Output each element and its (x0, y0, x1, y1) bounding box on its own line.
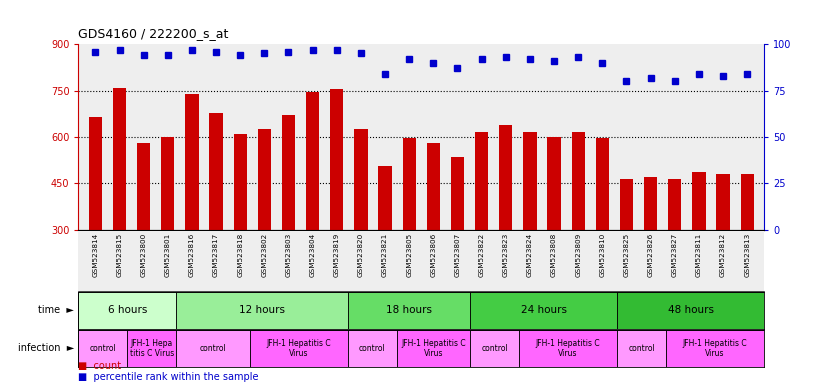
Text: GSM523819: GSM523819 (334, 232, 339, 276)
Text: ■  percentile rank within the sample: ■ percentile rank within the sample (78, 372, 259, 382)
Bar (620, 179, 633, 323)
Text: GDS4160 / 222200_s_at: GDS4160 / 222200_s_at (78, 27, 229, 40)
Text: GSM523824: GSM523824 (527, 232, 533, 276)
Text: GSM523801: GSM523801 (165, 232, 171, 276)
Bar (354, 129, 368, 323)
Text: GSM523820: GSM523820 (358, 232, 364, 276)
Text: GSM523806: GSM523806 (430, 232, 436, 276)
Text: GSM523812: GSM523812 (720, 232, 726, 276)
Text: time  ►: time ► (39, 305, 74, 316)
Bar (668, 179, 681, 323)
Bar (258, 129, 271, 323)
Bar (572, 132, 585, 323)
Text: GSM523802: GSM523802 (261, 232, 268, 276)
Bar (402, 139, 415, 323)
Bar (470, 330, 520, 367)
Bar (666, 330, 764, 367)
Text: control: control (89, 344, 116, 353)
Bar (78, 292, 177, 329)
Text: control: control (482, 344, 508, 353)
Text: GSM523821: GSM523821 (382, 232, 388, 276)
Text: GSM523814: GSM523814 (93, 232, 98, 276)
Text: GSM523827: GSM523827 (672, 232, 677, 276)
Text: GSM523816: GSM523816 (189, 232, 195, 276)
Bar (741, 174, 754, 323)
Text: JFH-1 Hepatitis C
Virus: JFH-1 Hepatitis C Virus (683, 339, 748, 358)
Bar (234, 134, 247, 323)
Text: GSM523817: GSM523817 (213, 232, 219, 276)
Text: GSM523815: GSM523815 (116, 232, 122, 276)
Bar (499, 124, 512, 323)
Text: infection  ►: infection ► (18, 343, 74, 354)
Bar (113, 88, 126, 323)
Text: JFH-1 Hepa
titis C Virus: JFH-1 Hepa titis C Virus (130, 339, 174, 358)
Text: GSM523811: GSM523811 (695, 232, 702, 276)
Bar (617, 330, 666, 367)
Text: GSM523823: GSM523823 (503, 232, 509, 276)
Text: GSM523807: GSM523807 (454, 232, 460, 276)
Text: GSM523803: GSM523803 (286, 232, 292, 276)
Bar (348, 292, 470, 329)
Bar (330, 89, 344, 323)
Bar (396, 330, 470, 367)
Text: JFH-1 Hepatitis C
Virus: JFH-1 Hepatitis C Virus (401, 339, 466, 358)
Bar (378, 166, 392, 323)
Text: GSM523809: GSM523809 (575, 232, 582, 276)
Bar (161, 137, 174, 323)
Bar (596, 139, 609, 323)
Bar (716, 174, 729, 323)
Text: control: control (200, 344, 226, 353)
Text: 24 hours: 24 hours (520, 305, 567, 316)
Bar (137, 143, 150, 323)
Text: GSM523813: GSM523813 (744, 232, 750, 276)
Text: control: control (629, 344, 655, 353)
Text: control: control (359, 344, 386, 353)
Text: GSM523826: GSM523826 (648, 232, 653, 276)
Bar (427, 143, 440, 323)
Text: ■  count: ■ count (78, 361, 121, 371)
Bar (177, 330, 250, 367)
Bar (523, 132, 537, 323)
Text: GSM523804: GSM523804 (310, 232, 316, 276)
Text: 6 hours: 6 hours (107, 305, 147, 316)
Bar (520, 330, 617, 367)
Bar (692, 172, 705, 323)
Text: GSM523818: GSM523818 (237, 232, 243, 276)
Bar (644, 177, 657, 323)
Text: JFH-1 Hepatitis C
Virus: JFH-1 Hepatitis C Virus (536, 339, 601, 358)
Bar (185, 94, 198, 323)
Text: GSM523800: GSM523800 (140, 232, 147, 276)
Bar (88, 117, 102, 323)
Text: 48 hours: 48 hours (667, 305, 714, 316)
Text: JFH-1 Hepatitis C
Virus: JFH-1 Hepatitis C Virus (267, 339, 331, 358)
Text: GSM523825: GSM523825 (624, 232, 629, 276)
Bar (78, 330, 127, 367)
Text: 12 hours: 12 hours (239, 305, 285, 316)
Bar (249, 330, 348, 367)
Bar (282, 115, 295, 323)
Bar (177, 292, 348, 329)
Text: GSM523808: GSM523808 (551, 232, 557, 276)
Bar (470, 292, 617, 329)
Bar (210, 113, 223, 323)
Text: 18 hours: 18 hours (386, 305, 432, 316)
Text: GSM523822: GSM523822 (478, 232, 485, 276)
Bar (475, 132, 488, 323)
Text: GSM523810: GSM523810 (600, 232, 605, 276)
Bar (617, 292, 764, 329)
Bar (548, 137, 561, 323)
Text: GSM523805: GSM523805 (406, 232, 412, 276)
Bar (451, 157, 464, 323)
Bar (127, 330, 177, 367)
Bar (348, 330, 396, 367)
Bar (306, 92, 320, 323)
